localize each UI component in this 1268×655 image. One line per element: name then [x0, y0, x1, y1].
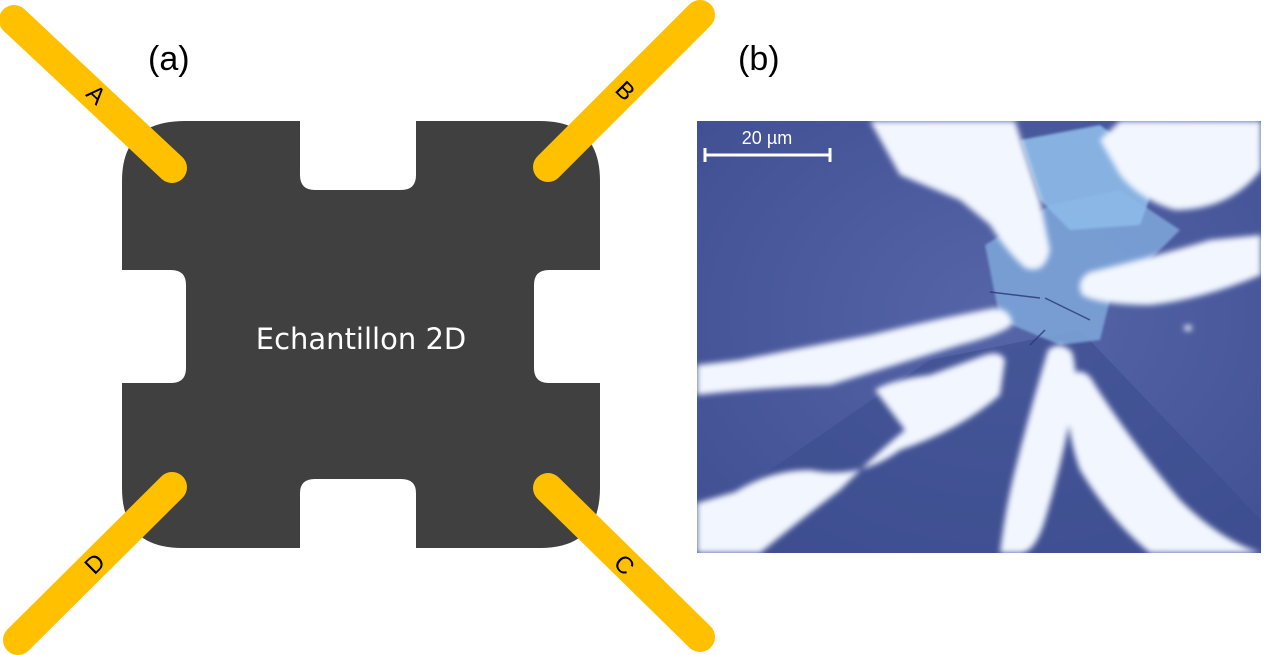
sample-2d [122, 121, 600, 548]
scale-bar: 20 µm [703, 128, 832, 162]
panel-a: (a) Echantillon 2D A B C D [0, 0, 715, 655]
lead-b: B [533, 0, 715, 182]
center-features [989, 291, 1091, 346]
gold-contacts [697, 121, 1261, 553]
panel-a-label: (a) [148, 40, 190, 78]
lead-d: D [3, 472, 187, 655]
lead-c: C [533, 473, 715, 652]
scale-bar-label: 20 µm [742, 128, 792, 148]
sample-label: Echantillon 2D [256, 322, 466, 356]
panel-b-label: (b) [738, 40, 780, 78]
lead-a: A [0, 5, 187, 183]
micrograph: 20 µm [697, 121, 1261, 553]
panel-b: (b) [697, 40, 1261, 553]
